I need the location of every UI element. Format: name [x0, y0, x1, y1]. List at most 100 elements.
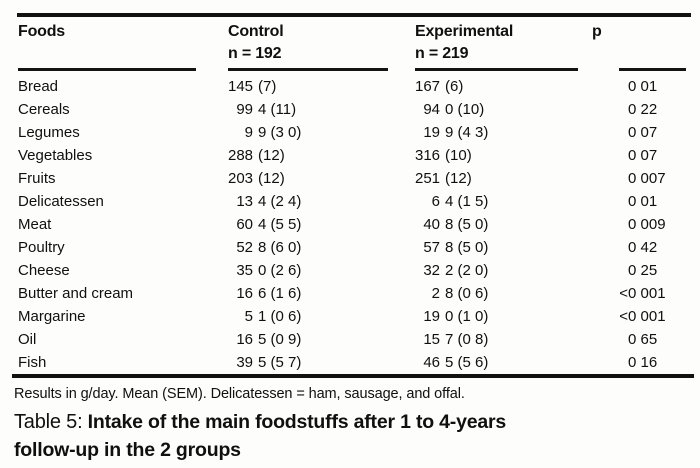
column-header-p: p [592, 21, 692, 65]
control-sem: 5 (5 7) [258, 354, 302, 371]
control-sem: 4 (5 5) [258, 216, 302, 233]
control-value: 60 4 (5 5) [228, 213, 415, 236]
control-underline-cell [228, 68, 415, 71]
food-name: Cereals [18, 101, 70, 118]
p-number: 0 007 [628, 170, 666, 187]
p-column-underline [619, 68, 686, 71]
control-mean: 288 [228, 147, 254, 164]
experimental-mean: 15 [423, 331, 440, 348]
p-less-than-sign: < [619, 308, 628, 325]
control-mean: 99 [236, 101, 253, 118]
p-number: 0 001 [628, 285, 666, 302]
control-value: 16 5 (0 9) [228, 328, 415, 351]
control-mean: 16 [236, 285, 253, 302]
p-value: 0 01 [592, 75, 692, 98]
experimental-mean: 316 [415, 147, 441, 164]
p-value: 0 25 [592, 259, 692, 282]
control-sem: (7) [258, 78, 277, 95]
table-row: Poultry 52 8 (6 0) 57 8 (5 0) 0 42 [18, 236, 692, 259]
experimental-mean: 32 [423, 262, 440, 279]
experimental-mean: 94 [423, 101, 440, 118]
experimental-sem: 7 (0 8) [445, 331, 489, 348]
experimental-header-n: n = 219 [415, 45, 469, 62]
experimental-value: 167 (6) [415, 75, 592, 98]
p-number: 0 07 [628, 124, 658, 141]
experimental-value: 40 8 (5 0) [415, 213, 592, 236]
p-value: 0 42 [592, 236, 692, 259]
p-value: 0 007 [592, 167, 692, 190]
food-name: Fish [18, 354, 47, 371]
food-name: Poultry [18, 239, 65, 256]
control-mean: 5 [244, 308, 253, 325]
experimental-sem: (10) [445, 147, 472, 164]
control-sem: 5 (0 9) [258, 331, 302, 348]
p-value: 0 65 [592, 328, 692, 351]
table-row: Meat 60 4 (5 5) 40 8 (5 0) 0 009 [18, 213, 692, 236]
control-mean: 39 [236, 354, 253, 371]
foods-column-underline [18, 68, 196, 71]
food-name: Margarine [18, 308, 86, 325]
table-bottom-rule [12, 374, 694, 378]
experimental-sem: 2 (2 0) [445, 262, 489, 279]
caption-line2: follow-up in the 2 groups [14, 439, 241, 461]
experimental-sem: (6) [445, 78, 464, 95]
control-value: 39 5 (5 7) [228, 351, 415, 374]
table-caption: Table 5: Intake of the main foodstuffs a… [14, 408, 506, 464]
control-mean: 52 [236, 239, 253, 256]
control-mean: 35 [236, 262, 253, 279]
food-name: Vegetables [18, 147, 93, 164]
table-row: Cereals 99 4 (11) 94 0 (10) 0 22 [18, 98, 692, 121]
p-value: 0 01 [592, 190, 692, 213]
control-value: 35 0 (2 6) [228, 259, 415, 282]
control-value: 203 (12) [228, 167, 415, 190]
experimental-value: 2 8 (0 6) [415, 282, 592, 305]
p-value: 0 22 [592, 98, 692, 121]
table-row: Legumes 9 9 (3 0) 19 9 (4 3) 0 07 [18, 121, 692, 144]
p-value: 0 07 [592, 121, 692, 144]
food-name: Meat [18, 216, 52, 233]
table-row: Delicatessen 13 4 (2 4) 6 4 (1 5) 0 01 [18, 190, 692, 213]
table-row: Cheese 35 0 (2 6) 32 2 (2 0) 0 25 [18, 259, 692, 282]
experimental-sem: 0 (10) [445, 101, 485, 118]
table-row: Fruits 203 (12) 251 (12) 0 007 [18, 167, 692, 190]
experimental-underline-cell [415, 68, 592, 71]
control-sem: 4 (11) [258, 101, 297, 118]
control-value: 99 4 (11) [228, 98, 415, 121]
food-name: Cheese [18, 262, 70, 279]
control-mean: 9 [244, 124, 253, 141]
control-sem: 6 (1 6) [258, 285, 302, 302]
header-underlines [18, 68, 692, 71]
control-header-n: n = 192 [228, 45, 282, 62]
caption-label: Table 5: [14, 411, 83, 433]
experimental-value: 57 8 (5 0) [415, 236, 592, 259]
p-value: 0 16 [592, 351, 692, 374]
control-value: 9 9 (3 0) [228, 121, 415, 144]
foods-header-label: Foods [18, 23, 65, 40]
experimental-mean: 40 [423, 216, 440, 233]
control-sem: 8 (6 0) [258, 239, 302, 256]
p-number: 0 009 [628, 216, 666, 233]
p-value: <0 001 [592, 305, 692, 328]
table-body: Bread 145 (7) 167 (6) 0 01 Cereals 99 4 (11… [18, 75, 692, 374]
p-number: 0 16 [628, 354, 658, 371]
table-row: Butter and cream 16 6 (1 6) 2 8 (0 6) <0 0… [18, 282, 692, 305]
experimental-sem: 8 (5 0) [445, 216, 489, 233]
caption-line1: Intake of the main foodstuffs after 1 to… [87, 411, 507, 433]
p-number: 0 01 [628, 78, 658, 95]
experimental-mean: 19 [423, 124, 440, 141]
control-sem: 4 (2 4) [258, 193, 302, 210]
experimental-mean: 19 [423, 308, 440, 325]
experimental-value: 15 7 (0 8) [415, 328, 592, 351]
control-value: 5 1 (0 6) [228, 305, 415, 328]
experimental-value: 32 2 (2 0) [415, 259, 592, 282]
control-sem: 9 (3 0) [258, 124, 302, 141]
experimental-column-underline [415, 68, 578, 71]
p-underline-cell [592, 68, 692, 71]
experimental-sem: 9 (4 3) [445, 124, 489, 141]
food-name: Oil [18, 331, 37, 348]
experimental-mean: 2 [431, 285, 440, 302]
experimental-value: 46 5 (5 6) [415, 351, 592, 374]
food-name: Butter and cream [18, 285, 134, 302]
food-name: Bread [18, 78, 59, 95]
control-value: 52 8 (6 0) [228, 236, 415, 259]
